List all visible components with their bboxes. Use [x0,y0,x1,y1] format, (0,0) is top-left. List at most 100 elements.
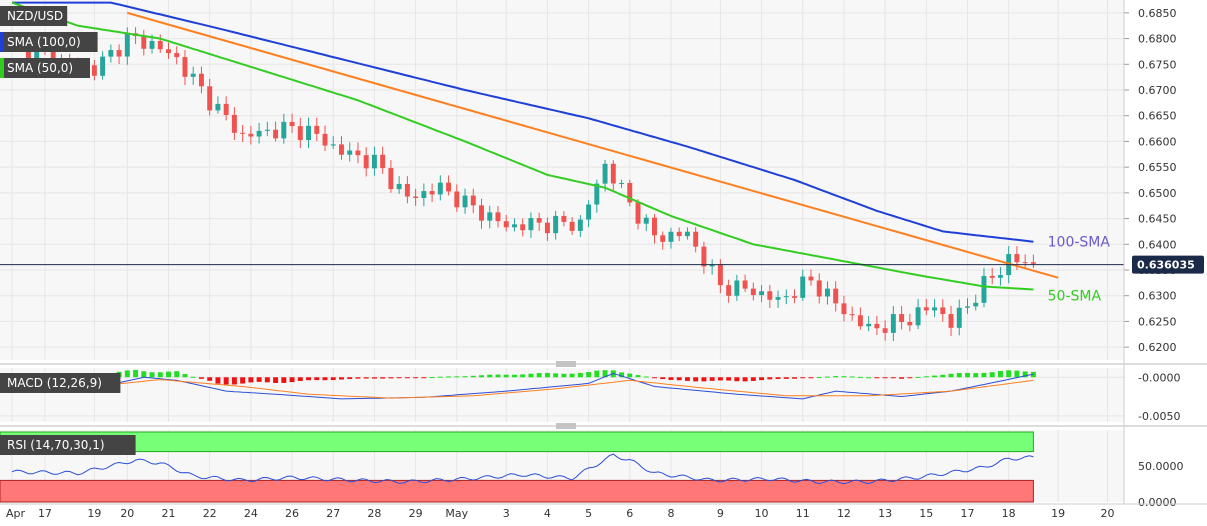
sma100-legend-stripe [0,32,4,52]
macd-histogram-bar [750,377,756,381]
macd-histogram-bar [396,377,402,379]
x-tick-label: 5 [585,507,592,520]
macd-histogram-bar [775,377,781,379]
candle-body [693,231,699,247]
x-tick-label: 19 [87,507,101,520]
candle-body [396,183,402,190]
price-tick-label: 0.6750 [1138,58,1177,71]
price-tick-label: 0.6450 [1138,213,1177,226]
candle-body [792,296,797,298]
candle-body [676,231,682,237]
macd-histogram-bar [1022,371,1028,378]
candle-body [767,291,773,300]
x-tick-label: 4 [544,507,551,520]
price-tick-label: 0.6400 [1138,238,1177,251]
candle-body [635,202,641,224]
candle-body [231,114,237,133]
x-tick-label: May [445,507,468,520]
macd-layer [9,369,1036,400]
macd-histogram-bar [627,373,633,378]
x-tick-label: 20 [1101,507,1115,520]
x-tick-label: 3 [503,507,510,520]
macd-histogram-bar [182,373,188,378]
candle-body [709,264,715,267]
x-tick-label: 22 [203,507,217,520]
candle-body [157,40,163,50]
candle-body [577,219,583,231]
candle-body [520,224,526,231]
candle-body [948,314,954,328]
macd-histogram-bar [289,377,295,383]
candle-body [544,222,550,234]
macd-histogram-bar [413,377,419,379]
macd-histogram-bar [536,373,542,378]
candle-body [207,86,213,111]
candle-body [413,196,419,199]
x-tick-label: 26 [285,507,299,520]
candle-body [932,307,938,311]
rsi-overbought-band [0,431,1034,453]
candle-body [586,204,592,220]
candle-body [569,221,575,231]
candle-body [619,182,625,184]
candle-body [223,103,229,115]
macd-histogram-bar [981,372,987,378]
macd-histogram-bar [965,372,970,378]
macd-histogram-bar [594,370,600,378]
candle-body [841,303,847,315]
candle-body [363,155,369,169]
candle-body [800,276,806,298]
candle-body [701,246,707,267]
macd-histogram-bar [923,376,929,378]
macd-histogram-bar [174,371,180,378]
trendline [127,11,1059,279]
candle-body [989,275,995,278]
x-tick-label: 19 [1051,507,1065,520]
candle-body [759,291,765,296]
rsi-tick-label: 0.0000 [1138,496,1177,509]
macd-histogram-bar [462,376,468,378]
current-price-tag [1132,255,1204,274]
candle-body [734,280,740,296]
candle-body [297,126,303,141]
candle-body [281,121,287,139]
macd-histogram-bar [602,370,608,378]
macd-histogram-bar [561,373,567,378]
x-tick-label: 8 [667,507,674,520]
sma100-line [12,1,1034,243]
candle-body [371,154,377,169]
symbol-label-bg [0,6,68,26]
candle-body [783,296,789,298]
candle-body [511,224,517,228]
candle-body [923,307,929,311]
macd-histogram-bar [783,377,789,379]
candle-body [816,280,822,297]
price-tick-label: 0.6250 [1138,315,1177,328]
macd-histogram-bar [643,376,649,378]
macd-histogram-bar [989,372,995,378]
x-tick-label: 27 [326,507,340,520]
x-tick-label: Apr [6,507,26,520]
candle-body [248,133,254,137]
macd-tick-label: -0.0050 [1138,410,1180,423]
indicator-lines [0,1,1124,291]
candle-body [454,191,460,208]
sma50-label: 50-SMA [1048,289,1102,305]
rsi-tick-label: 50.0000 [1138,460,1184,473]
macd-histogram-bar [248,377,254,383]
rsi-bands [0,431,1034,503]
price-tick-label: 0.6850 [1138,7,1177,20]
candle-body [124,33,130,57]
macd-histogram-bar [849,376,855,378]
candle-body [594,183,600,205]
macd-histogram-bar [429,377,435,379]
macd-histogram-bar [322,377,328,381]
macd-histogram-bar [816,377,822,379]
price-tick-label: 0.6550 [1138,161,1177,174]
candle-body [899,314,905,322]
macd-histogram-bar [899,377,905,379]
macd-histogram-bar [734,377,740,382]
candle-body [289,121,295,127]
macd-histogram-bar [619,372,625,378]
macd-histogram-bar [133,369,139,378]
